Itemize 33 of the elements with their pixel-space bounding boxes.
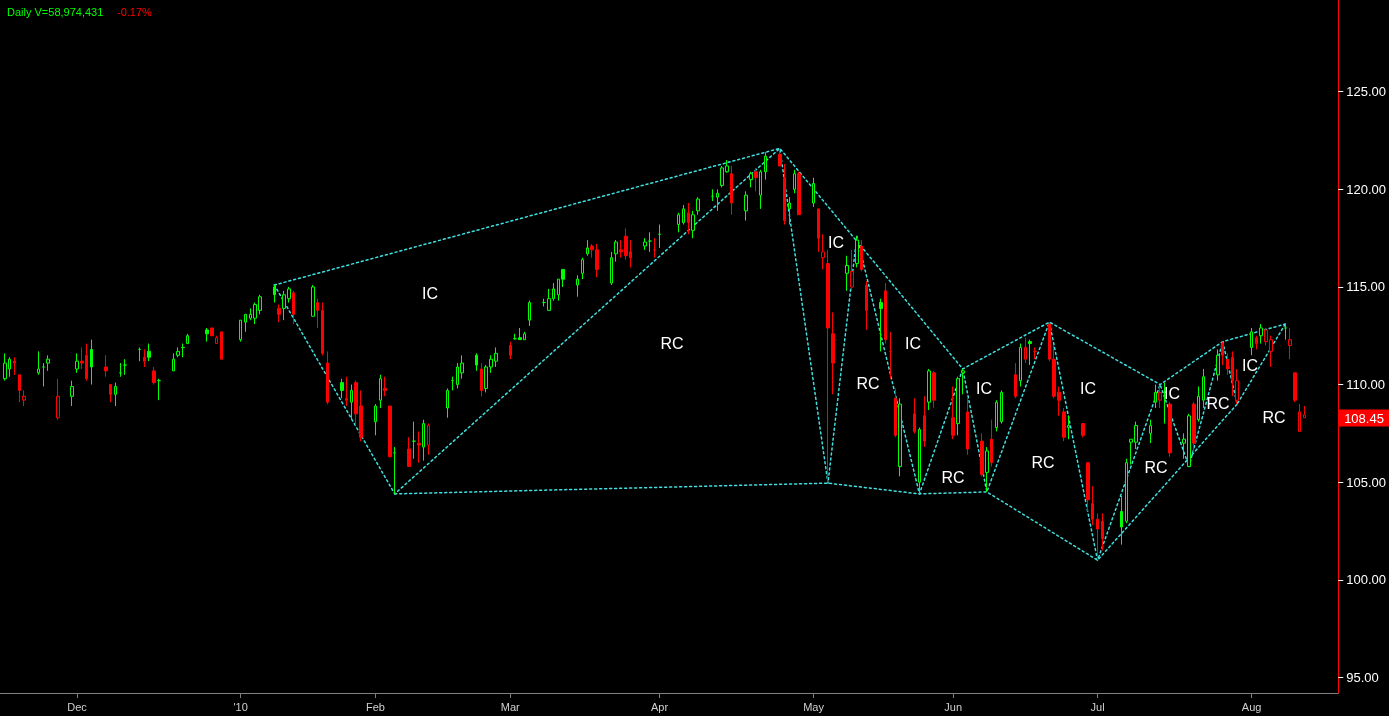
- x-tick-label: '10: [233, 700, 248, 713]
- text: 108.45: [1344, 410, 1384, 426]
- annotation: RC: [1206, 394, 1230, 412]
- y-tick-label: 105.00: [1346, 474, 1386, 490]
- x-tick-label: Dec: [67, 700, 88, 713]
- annotation: RC: [941, 468, 965, 486]
- annotation: RC: [1144, 458, 1168, 476]
- annotation: RC: [1031, 453, 1055, 471]
- x-tick-label: Aug: [1241, 700, 1262, 713]
- y-tick-label: 95.00: [1346, 669, 1379, 685]
- x-tick-label: Apr: [650, 700, 669, 713]
- annotation: IC: [1242, 356, 1258, 374]
- x-tick-label: Jun: [944, 700, 963, 713]
- y-tick-label: 100.00: [1346, 572, 1386, 588]
- annotation: IC: [828, 233, 844, 251]
- annotation: IC: [905, 334, 921, 352]
- y-tick-label: 115.00: [1346, 279, 1386, 295]
- y-tick-label: 125.00: [1346, 84, 1386, 100]
- annotation: IC: [976, 379, 992, 397]
- text: Daily V=58,974,431: [7, 5, 104, 18]
- annotation: IC: [1080, 379, 1096, 397]
- x-tick-label: Jul: [1090, 700, 1105, 713]
- annotation: IC: [1164, 384, 1180, 402]
- annotation: IC: [422, 284, 438, 302]
- x-tick-label: Feb: [365, 700, 385, 713]
- annotation: RC: [660, 334, 684, 352]
- annotation: RC: [856, 374, 880, 392]
- y-tick-label: 120.00: [1346, 181, 1386, 197]
- text: -0.17%: [117, 5, 153, 18]
- x-tick-label: Mar: [500, 700, 521, 713]
- x-tick-label: May: [803, 700, 825, 713]
- y-tick-label: 110.00: [1346, 377, 1386, 393]
- annotation: RC: [1262, 408, 1286, 426]
